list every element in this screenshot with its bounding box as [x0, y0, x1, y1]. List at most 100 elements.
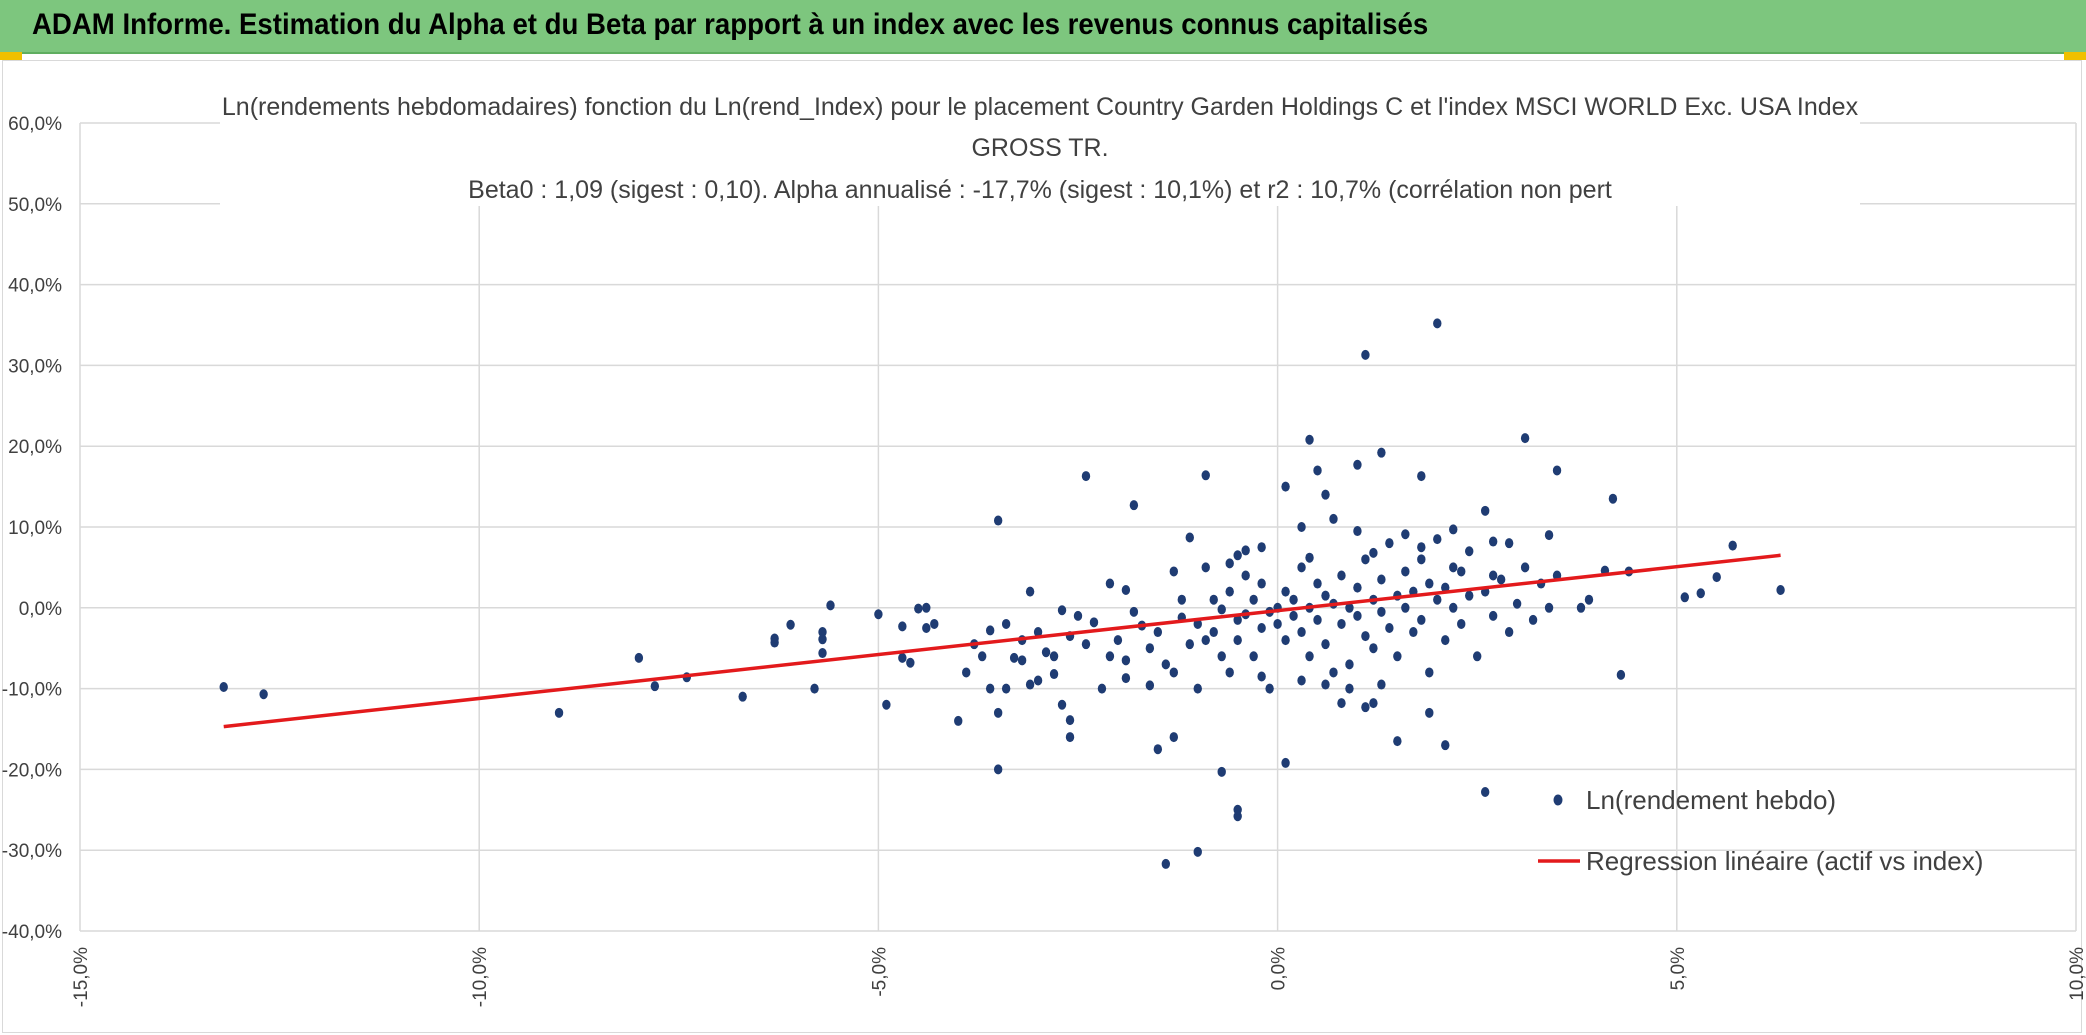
scatter-point [1353, 610, 1362, 621]
scatter-point [1520, 433, 1530, 444]
scatter-point [1129, 606, 1139, 617]
scatter-point [1033, 675, 1043, 686]
scatter-point [1488, 610, 1498, 621]
scatter-point [1608, 493, 1618, 504]
scatter-point [1385, 623, 1394, 633]
y-tick-label: -20,0% [2, 760, 62, 781]
scatter-point [1297, 627, 1306, 638]
scatter-point [1201, 470, 1210, 481]
scatter-point [1544, 530, 1554, 541]
scatter-point [1169, 732, 1179, 743]
scatter-point [1377, 447, 1386, 458]
scatter-point [1281, 481, 1290, 492]
corner-marker-right [2064, 52, 2086, 60]
scatter-point [1225, 558, 1234, 569]
scatter-point [219, 681, 228, 692]
scatter-point [1401, 529, 1410, 540]
scatter-point [882, 699, 891, 710]
scatter-point [1313, 614, 1322, 625]
scatter-point [993, 707, 1003, 718]
scatter-point [922, 602, 931, 613]
scatter-point [1401, 566, 1410, 577]
scatter-point [1417, 471, 1426, 482]
scatter-point [1369, 547, 1378, 558]
scatter-point [1576, 602, 1586, 613]
scatter-point [1281, 757, 1290, 768]
y-tick-label: 10,0% [8, 518, 62, 539]
axes: 60,0% 50,0% 40,0% 30,0% 20,0% 10,0% 0,0% -10,0%… [2, 114, 2086, 1007]
chart-frame [2, 60, 2082, 1033]
scatter-point [1161, 858, 1171, 869]
scatter-point [1305, 552, 1314, 563]
scatter-point [1417, 554, 1426, 565]
scatter-point [1057, 699, 1067, 710]
scatter-point [1552, 465, 1562, 476]
scatter-point [1105, 578, 1115, 589]
scatter-point [1520, 562, 1530, 573]
legend-label-scatter: Ln(rendement hebdo) [1586, 785, 1836, 815]
scatter-point [818, 648, 827, 659]
y-tick-label: 0,0% [19, 599, 62, 620]
scatter-point [1480, 787, 1490, 798]
scatter-point [1169, 566, 1179, 577]
scatter-point [1680, 592, 1689, 603]
scatter-point [1321, 489, 1330, 500]
scatter-point [1065, 732, 1075, 743]
x-tick-label: 10,0% [2067, 947, 2086, 1001]
scatter-point [1217, 766, 1226, 777]
scatter-point [985, 625, 995, 636]
scatter-point [818, 627, 827, 638]
scatter-point [1113, 635, 1123, 646]
scatter-point [1425, 707, 1434, 718]
scatter-point [1073, 610, 1083, 621]
scatter-point [1289, 594, 1298, 605]
legend-label-line: Regression linéaire (actif vs index) [1586, 846, 1983, 876]
scatter-point [1441, 740, 1450, 751]
scatter-point [1401, 602, 1410, 613]
scatter-point [1337, 698, 1346, 709]
scatter-point [650, 681, 660, 692]
scatter-point [1297, 522, 1306, 532]
scatter-point [1049, 669, 1059, 680]
scatter-point [1425, 578, 1434, 589]
scatter-point [1353, 526, 1362, 537]
scatter-point [1025, 586, 1035, 597]
scatter-point [1097, 683, 1107, 694]
scatter-point [1449, 602, 1458, 613]
scatter-point [1225, 667, 1234, 678]
x-tick-label: -5,0% [869, 947, 890, 997]
scatter-point [1217, 651, 1226, 662]
scatter-point [1177, 594, 1186, 605]
scatter-point [818, 634, 827, 645]
scatter-point [954, 715, 963, 726]
scatter-point [1025, 679, 1035, 690]
scatter-point [1377, 574, 1386, 585]
scatter-point [1480, 505, 1490, 516]
scatter-point [1233, 614, 1242, 625]
scatter-point [1441, 582, 1450, 593]
chart-title-line: Ln(rendements hebdomadaires) fonction du… [222, 93, 1859, 121]
scatter-point [1712, 572, 1721, 583]
scatter-point [1504, 627, 1514, 638]
scatter-point [1584, 594, 1594, 605]
scatter-point [1449, 524, 1458, 535]
scatter-point [1337, 618, 1346, 629]
scatter-point [1225, 586, 1234, 597]
scatter-point [1329, 667, 1338, 678]
scatter-point [738, 691, 747, 702]
scatter-point [1361, 554, 1370, 565]
scatter-point [1153, 627, 1163, 638]
scatter-point [993, 515, 1003, 526]
scatter-point [1121, 585, 1131, 596]
scatter-point [1209, 594, 1218, 605]
scatter-point [1488, 536, 1498, 547]
scatter-point [1512, 598, 1522, 609]
scatter-point [1041, 647, 1051, 658]
scatter-point [1488, 570, 1498, 581]
scatter-point [1281, 635, 1290, 646]
scatter-point [1081, 471, 1091, 482]
scatter-point [1217, 604, 1226, 615]
scatter-point [1353, 582, 1362, 593]
chart-title-line: GROSS TR. [971, 134, 1108, 162]
data-points [219, 318, 1785, 869]
